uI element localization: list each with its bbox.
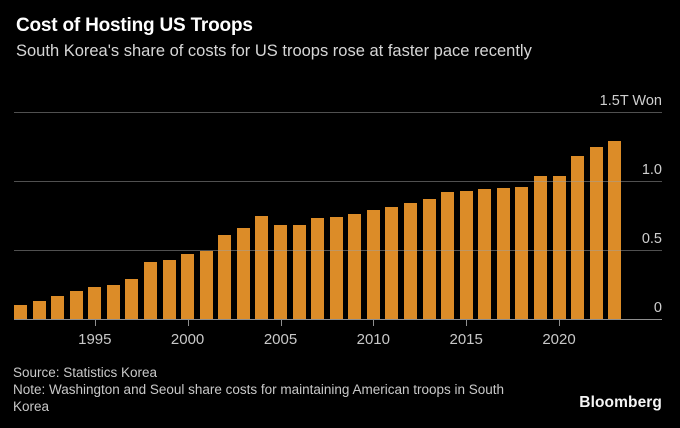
y-tick-label-0: 0	[653, 300, 662, 316]
bar-2022	[589, 146, 603, 319]
x-tick-label-2020: 2020	[542, 331, 576, 348]
bar-2017	[496, 187, 510, 319]
bar-2003	[236, 227, 250, 319]
bar-2014	[441, 192, 455, 319]
bar-2020	[552, 175, 566, 319]
x-tick-2020	[559, 320, 560, 326]
bar-1995	[88, 287, 102, 319]
bar-1996	[106, 284, 120, 319]
bar-2019	[534, 175, 547, 319]
bar-2023	[608, 141, 622, 319]
gridline-1.5T Won	[14, 112, 662, 113]
x-axis-baseline	[14, 319, 662, 320]
bar-2016	[478, 189, 492, 319]
chart-subtitle: South Korea's share of costs for US troo…	[16, 42, 532, 60]
bar-1991	[14, 305, 27, 319]
y-tick-label-1.5T Won: 1.5T Won	[599, 93, 662, 109]
gridline-1.0	[14, 181, 662, 182]
x-tick-1995	[94, 320, 96, 326]
bar-1992	[32, 301, 46, 319]
x-tick-label-1995: 1995	[78, 331, 112, 348]
x-tick-2015	[466, 320, 468, 326]
bar-2012	[404, 203, 417, 319]
bar-2008	[329, 216, 343, 319]
bar-2010	[366, 210, 380, 319]
source-note: Source: Statistics Korea	[13, 365, 158, 380]
x-tick-label-2015: 2015	[449, 331, 483, 348]
chart-note: Note: Washington and Seoul share costs f…	[13, 382, 505, 414]
bar-1997	[125, 279, 139, 319]
x-tick-2005	[280, 320, 282, 326]
y-tick-label-1.0: 1.0	[641, 162, 662, 178]
bar-2021	[571, 156, 585, 319]
bar-2015	[459, 190, 473, 319]
gridline-0.5	[14, 250, 662, 251]
bar-2007	[311, 218, 325, 319]
bar-1993	[51, 295, 65, 319]
bar-2004	[255, 215, 269, 319]
bar-2002	[218, 234, 232, 319]
bloomberg-logo: Bloomberg	[579, 394, 662, 411]
x-tick-label-2010: 2010	[356, 331, 390, 348]
bar-2000	[181, 254, 195, 319]
bar-2011	[385, 207, 399, 319]
bar-2018	[515, 186, 529, 319]
bar-1999	[162, 259, 176, 319]
bar-2005	[274, 225, 287, 319]
chart-title: Cost of Hosting US Troops	[16, 15, 253, 36]
x-tick-2010	[373, 320, 375, 326]
x-tick-label-2000: 2000	[170, 331, 205, 348]
y-tick-label-0.5: 0.5	[641, 231, 662, 247]
bar-1994	[69, 291, 83, 319]
bar-1998	[144, 262, 157, 319]
bar-2009	[348, 214, 362, 319]
bar-2006	[292, 225, 306, 319]
bar-2013	[422, 198, 436, 319]
x-tick-label-2005: 2005	[263, 331, 298, 348]
bar-2001	[199, 251, 213, 319]
x-tick-2000	[187, 320, 189, 326]
